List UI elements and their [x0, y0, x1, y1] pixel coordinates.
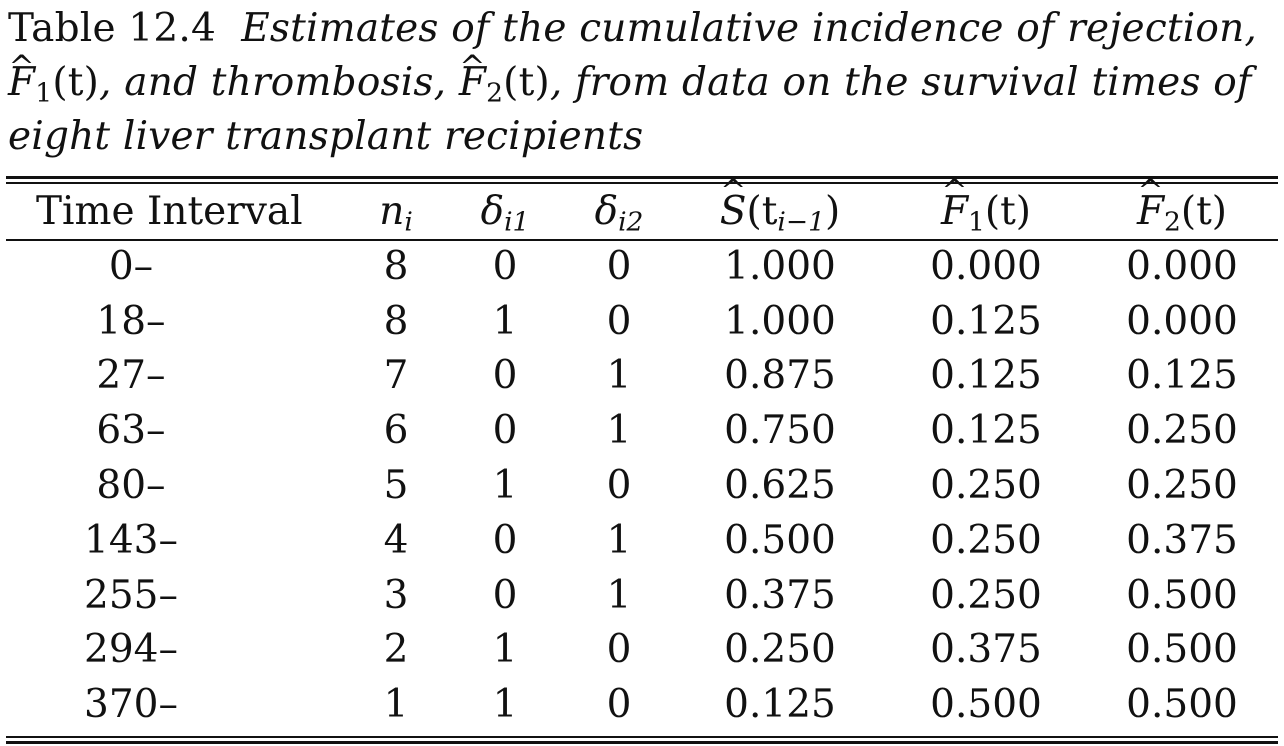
cell-n: 5 [383, 463, 409, 509]
cell-delta-2: 1 [606, 408, 632, 454]
table-row: 294– 2 1 0 0.250 0.375 0.500 [6, 623, 1278, 678]
cell-f1: 0.250 [930, 463, 1042, 509]
caption-text-1: Estimates of the cumulative incidence of… [241, 6, 1258, 51]
cell-delta-2: 1 [606, 572, 632, 618]
cell-survival: 0.875 [724, 353, 836, 399]
header-time-interval: Time Interval [36, 189, 303, 234]
cell-f2: 0.500 [1126, 572, 1238, 618]
cell-f1: 0.375 [930, 627, 1042, 673]
cell-n: 7 [383, 353, 409, 399]
cell-delta-1: 0 [492, 353, 518, 399]
table-row: 143– 4 0 1 0.500 0.250 0.375 [6, 513, 1278, 568]
cell-delta-1: 1 [492, 682, 518, 728]
header-n: ni [379, 189, 413, 238]
cell-f1: 0.250 [930, 517, 1042, 563]
cell-n: 8 [383, 243, 409, 289]
cell-delta-1: 0 [492, 517, 518, 563]
cell-survival: 0.625 [724, 463, 836, 509]
cell-f2: 0.500 [1126, 627, 1238, 673]
cell-f1: 0.000 [930, 243, 1042, 289]
cell-time-interval: 370– [84, 682, 178, 728]
table-row: 80– 5 1 0 0.625 0.250 0.250 [6, 458, 1278, 513]
caption-text-2: , and thrombosis, [99, 60, 447, 105]
cell-delta-2: 1 [606, 517, 632, 563]
cell-delta-2: 0 [606, 298, 632, 344]
table-caption: Table 12.4 Estimates of the cumulative i… [8, 2, 1278, 164]
table-header-row: Time Interval ni δi1 δi2 S(ti−1) F1(t) F… [6, 184, 1278, 239]
header-rule [6, 239, 1278, 241]
cell-delta-2: 0 [606, 243, 632, 289]
cell-time-interval: 80– [96, 463, 166, 509]
cell-delta-1: 0 [492, 572, 518, 618]
cell-f2: 0.125 [1126, 353, 1238, 399]
header-f1: F1(t) [886, 184, 1086, 239]
cell-time-interval: 27– [96, 353, 166, 399]
cell-f2: 0.250 [1126, 408, 1238, 454]
cell-survival: 0.500 [724, 517, 836, 563]
table-row: 255– 3 0 1 0.375 0.250 0.500 [6, 568, 1278, 623]
cell-n: 8 [383, 298, 409, 344]
header-f2: F2(t) [1086, 184, 1278, 239]
cell-delta-1: 1 [492, 627, 518, 673]
cell-f1: 0.125 [930, 408, 1042, 454]
cell-delta-2: 0 [606, 682, 632, 728]
cell-delta-1: 1 [492, 298, 518, 344]
table-row: 18– 8 1 0 1.000 0.125 0.000 [6, 294, 1278, 349]
cell-time-interval: 18– [96, 298, 166, 344]
top-rule-inner [6, 182, 1278, 184]
cell-time-interval: 63– [96, 408, 166, 454]
cell-f2: 0.000 [1126, 298, 1238, 344]
cell-delta-1: 0 [492, 243, 518, 289]
cell-f1: 0.125 [930, 298, 1042, 344]
cell-f2: 0.500 [1126, 682, 1238, 728]
cell-delta-2: 0 [606, 627, 632, 673]
bottom-rule [6, 741, 1278, 744]
bottom-rule-inner [6, 736, 1278, 738]
cell-delta-1: 0 [492, 408, 518, 454]
table-label: Table 12.4 [8, 6, 216, 51]
caption-f2-symbol: F2(t) [459, 60, 550, 106]
table-row: 0– 8 0 0 1.000 0.000 0.000 [6, 239, 1278, 294]
cell-f1: 0.250 [930, 572, 1042, 618]
cell-survival: 1.000 [724, 243, 836, 289]
cell-n: 2 [383, 627, 409, 673]
cell-f2: 0.000 [1126, 243, 1238, 289]
cell-survival: 0.250 [724, 627, 836, 673]
cell-f2: 0.375 [1126, 517, 1238, 563]
caption-text-4: eight liver transplant recipients [8, 114, 644, 159]
cell-n: 1 [383, 682, 409, 728]
cell-survival: 0.125 [724, 682, 836, 728]
cell-time-interval: 143– [84, 517, 178, 563]
header-survival: S(ti−1) [674, 184, 886, 239]
top-rule [6, 176, 1278, 179]
cell-survival: 1.000 [724, 298, 836, 344]
cell-time-interval: 255– [84, 572, 178, 618]
cell-n: 4 [383, 517, 409, 563]
cell-f1: 0.125 [930, 353, 1042, 399]
cell-n: 6 [383, 408, 409, 454]
cell-time-interval: 294– [84, 627, 178, 673]
table-row: 370– 1 1 0 0.125 0.500 0.500 [6, 677, 1278, 732]
cell-delta-2: 0 [606, 463, 632, 509]
table-row: 27– 7 0 1 0.875 0.125 0.125 [6, 349, 1278, 404]
table-row: 63– 6 0 1 0.750 0.125 0.250 [6, 403, 1278, 458]
header-delta-2: δi2 [594, 189, 644, 238]
cell-survival: 0.750 [724, 408, 836, 454]
cell-delta-2: 1 [606, 353, 632, 399]
cell-time-interval: 0– [108, 243, 154, 289]
cell-survival: 0.375 [724, 572, 836, 618]
caption-f1-symbol: F1(t) [8, 60, 99, 106]
cell-f2: 0.250 [1126, 463, 1238, 509]
cell-f1: 0.500 [930, 682, 1042, 728]
header-delta-1: δi1 [480, 189, 530, 238]
estimates-table: Time Interval ni δi1 δi2 S(ti−1) F1(t) F… [6, 184, 1278, 732]
caption-text-3: , from data on the survival times of [549, 60, 1252, 105]
cell-delta-1: 1 [492, 463, 518, 509]
cell-n: 3 [383, 572, 409, 618]
